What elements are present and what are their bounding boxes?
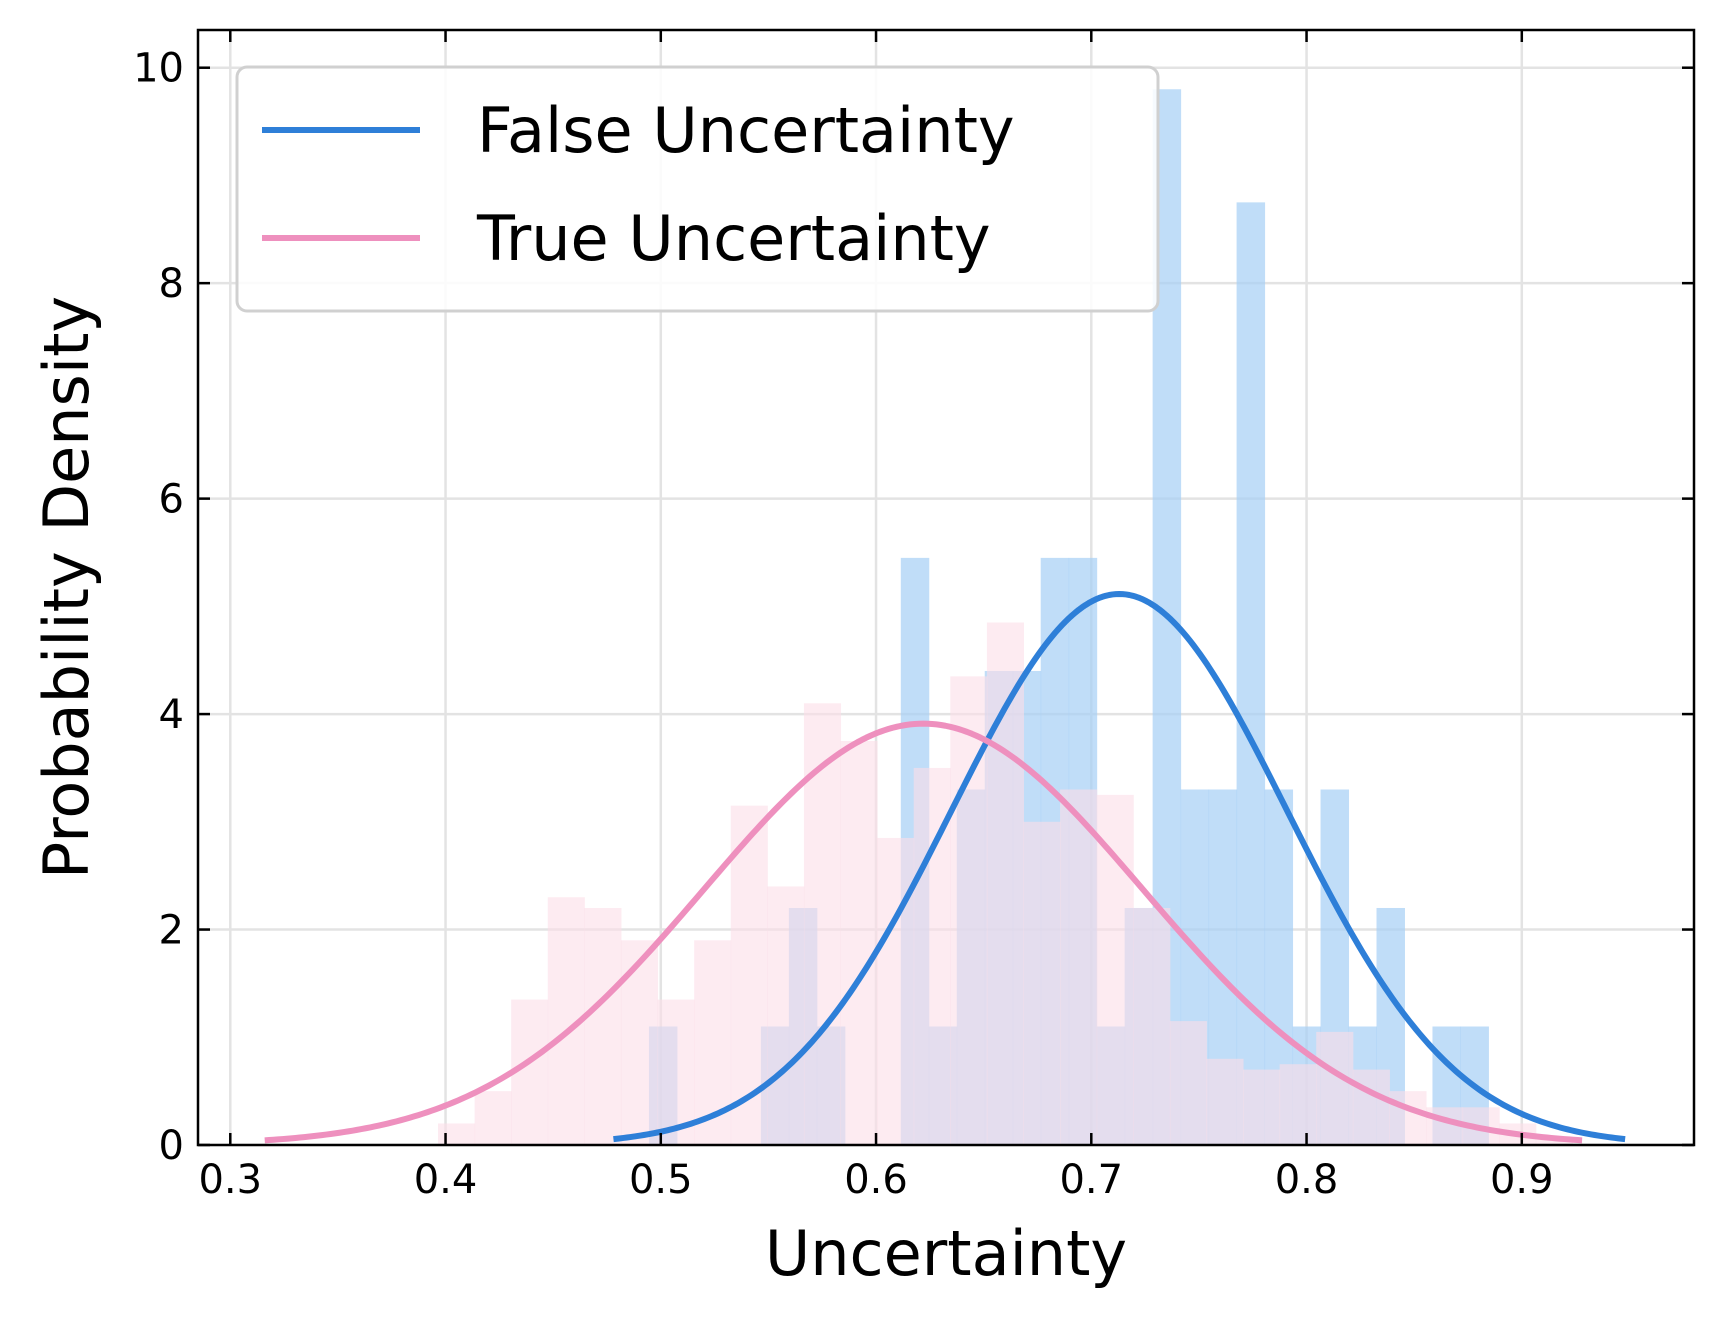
legend-box [235, 65, 1160, 313]
legend-label-false-uncertainty: False Uncertainty [477, 94, 1015, 167]
hist-bar-true-uncertainty [1243, 1069, 1281, 1145]
hist-bar-true-uncertainty [1133, 907, 1171, 1145]
x-axis-title: Uncertainty [765, 1217, 1127, 1290]
legend-label-true-uncertainty: True Uncertainty [476, 202, 991, 275]
hist-bar-true-uncertainty [1023, 821, 1061, 1145]
y-tick-label: 0 [159, 1123, 184, 1169]
fit-curve-true-uncertainty [264, 720, 1583, 1144]
x-tick-label: 0.5 [629, 1157, 693, 1203]
hist-bar-false-uncertainty [1236, 202, 1266, 1145]
hist-bar-true-uncertainty [1279, 1064, 1317, 1145]
hist-bar-true-uncertainty [877, 837, 915, 1145]
hist-bar-true-uncertainty [1389, 1091, 1427, 1145]
hist-bar-true-uncertainty [767, 886, 805, 1145]
hist-bar-true-uncertainty [584, 907, 622, 1145]
y-tick-label: 4 [159, 692, 184, 738]
x-tick-label: 0.6 [844, 1157, 908, 1203]
hist-bar-true-uncertainty [1206, 1058, 1244, 1145]
hist-bar-true-uncertainty [474, 1091, 512, 1145]
hist-bar-true-uncertainty [1060, 789, 1098, 1145]
hist-bar-true-uncertainty [438, 1123, 476, 1145]
x-tick-label: 0.4 [414, 1157, 478, 1203]
hist-bar-true-uncertainty [620, 940, 659, 1145]
histogram-bars [438, 89, 1573, 1145]
y-tick-label: 10 [133, 46, 184, 92]
x-tick-label: 0.9 [1490, 1157, 1554, 1203]
y-tick-label: 2 [159, 908, 184, 954]
hist-bar-true-uncertainty [840, 741, 878, 1145]
x-tick-label: 0.3 [198, 1157, 262, 1203]
hist-bar-true-uncertainty [1096, 794, 1134, 1145]
hist-bar-true-uncertainty [1535, 1139, 1573, 1145]
plot-frame [196, 28, 1696, 1147]
hist-bar-true-uncertainty [1316, 1031, 1354, 1145]
axis-ticks: 0.3 0.4 0.5 0.6 0.7 0.8 0.9 0 2 4 6 8 10 [133, 30, 1694, 1203]
hist-bar-true-uncertainty [1169, 1021, 1207, 1145]
hist-bar-true-uncertainty [657, 999, 695, 1145]
x-tick-label: 0.8 [1275, 1157, 1339, 1203]
hist-bar-true-uncertainty [1352, 1069, 1390, 1145]
fit-curves [264, 591, 1626, 1144]
fit-curve-false-uncertainty [613, 591, 1626, 1143]
x-tick-label: 0.7 [1059, 1157, 1123, 1203]
hist-bar-true-uncertainty [986, 622, 1024, 1145]
y-tick-label: 6 [159, 477, 184, 523]
legend: False Uncertainty True Uncertainty [235, 65, 1160, 313]
y-tick-label: 8 [159, 261, 184, 307]
y-axis-title: Probability Density [30, 296, 103, 879]
